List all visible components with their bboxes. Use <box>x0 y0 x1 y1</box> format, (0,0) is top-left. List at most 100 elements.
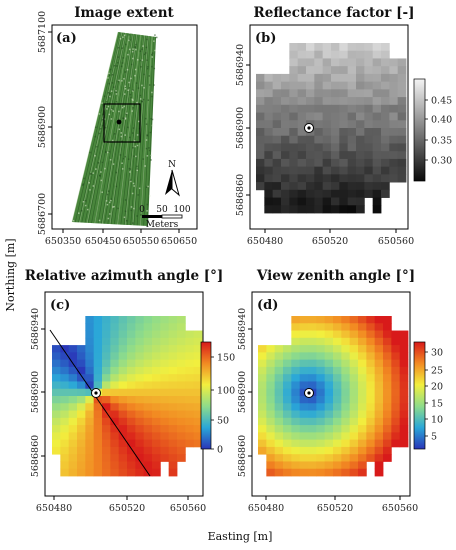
heatmap-cell <box>68 410 78 419</box>
heatmap-cell <box>356 151 365 160</box>
field-row <box>135 36 151 226</box>
heatmap-cell <box>331 174 340 183</box>
field-speckle <box>136 168 139 170</box>
heatmap-cell <box>152 396 161 404</box>
field-speckle <box>134 68 137 71</box>
heatmap-cell <box>168 425 178 433</box>
heatmap-cell <box>316 381 326 390</box>
heatmap-cell <box>364 143 374 152</box>
heatmap-cell <box>306 135 315 144</box>
heatmap-cell <box>256 89 265 98</box>
heatmap-cell <box>347 73 357 83</box>
field-speckle <box>122 36 124 38</box>
heatmap-cell <box>356 97 365 106</box>
heatmap-cell <box>374 337 384 346</box>
heatmap-cell <box>110 454 120 462</box>
heatmap-cell <box>168 432 178 441</box>
field-row <box>127 35 147 225</box>
heatmap-cell <box>324 337 334 346</box>
colorbar-tick-label: 0.30 <box>431 156 452 167</box>
heatmap-cell <box>102 345 111 353</box>
heatmap-cell <box>324 396 334 404</box>
colorbar-tick-label: 0.40 <box>431 115 452 126</box>
heatmap-cell <box>193 439 203 448</box>
heatmap-cell <box>266 446 276 455</box>
heatmap-cell <box>322 120 332 129</box>
field-speckle <box>123 216 126 219</box>
heatmap-cell <box>389 112 399 121</box>
heatmap-cell <box>314 81 324 90</box>
heatmap-cell <box>399 417 409 426</box>
heatmap-cell <box>333 410 342 419</box>
field-row <box>76 32 121 223</box>
field-speckle <box>107 217 110 220</box>
heatmap-cell <box>341 337 351 346</box>
heatmap-cell <box>93 403 103 411</box>
heatmap-cell <box>347 81 357 90</box>
heatmap-cell <box>391 374 401 382</box>
field-speckle <box>141 84 143 87</box>
field-speckle <box>127 126 129 129</box>
heatmap-cell <box>135 381 145 390</box>
heatmap-cell <box>397 97 407 106</box>
field-speckle <box>139 50 142 52</box>
heatmap-cell <box>349 468 359 477</box>
heatmap-cell <box>272 158 282 168</box>
heatmap-cell <box>299 352 309 361</box>
heatmap-cell <box>306 166 315 175</box>
heatmap-cell <box>306 197 315 206</box>
field-row <box>77 32 122 223</box>
heatmap-cell <box>306 73 315 83</box>
heatmap-cell <box>160 454 170 462</box>
heatmap-cell <box>52 417 61 426</box>
panel-b-label: (b) <box>255 31 276 46</box>
field-speckle <box>83 177 85 180</box>
heatmap-cell <box>168 461 178 470</box>
heatmap-cell <box>143 366 153 375</box>
heatmap-cell <box>339 104 349 113</box>
heatmap-cell <box>118 439 128 448</box>
heatmap-cell <box>160 410 170 419</box>
heatmap-cell <box>308 316 317 324</box>
field-speckle <box>119 37 122 40</box>
heatmap-cell <box>93 432 103 441</box>
heatmap-cell <box>110 439 120 448</box>
heatmap-cell <box>135 323 145 331</box>
heatmap-cell <box>52 403 61 411</box>
field-speckle <box>109 68 112 71</box>
heatmap-cell <box>389 81 399 90</box>
field-speckle <box>146 67 149 70</box>
field-speckle <box>115 93 118 95</box>
heatmap-cell <box>85 454 95 462</box>
heatmap-cell <box>299 381 309 390</box>
heatmap-cell <box>291 374 301 382</box>
heatmap-cell <box>118 446 128 455</box>
heatmap-cell <box>258 381 267 390</box>
field-speckle <box>148 84 151 86</box>
heatmap-cell <box>364 120 374 129</box>
heatmap-cell <box>272 120 282 129</box>
heatmap-cell <box>308 352 317 361</box>
heatmap-cell <box>306 189 315 198</box>
heatmap-cell <box>333 425 342 433</box>
field-speckle <box>141 59 144 61</box>
field-row <box>106 34 136 224</box>
heatmap-cell <box>347 174 357 183</box>
field-speckle <box>122 57 125 59</box>
heatmap-cell <box>52 439 61 448</box>
heatmap-cell <box>283 410 292 419</box>
heatmap-cell <box>399 330 409 339</box>
heatmap-cell <box>389 97 399 106</box>
heatmap-cell <box>372 66 382 75</box>
heatmap-cell <box>356 135 365 144</box>
heatmap-cell <box>291 381 301 390</box>
heatmap-cell <box>366 352 376 361</box>
heatmap-cell <box>322 89 332 98</box>
heatmap-cell <box>333 374 342 382</box>
heatmap-cell <box>102 410 111 419</box>
heatmap-cell <box>289 66 299 75</box>
field-row <box>115 34 141 225</box>
heatmap-cell <box>291 439 301 448</box>
heatmap-cell <box>333 366 342 375</box>
heatmap-cell <box>85 330 95 339</box>
